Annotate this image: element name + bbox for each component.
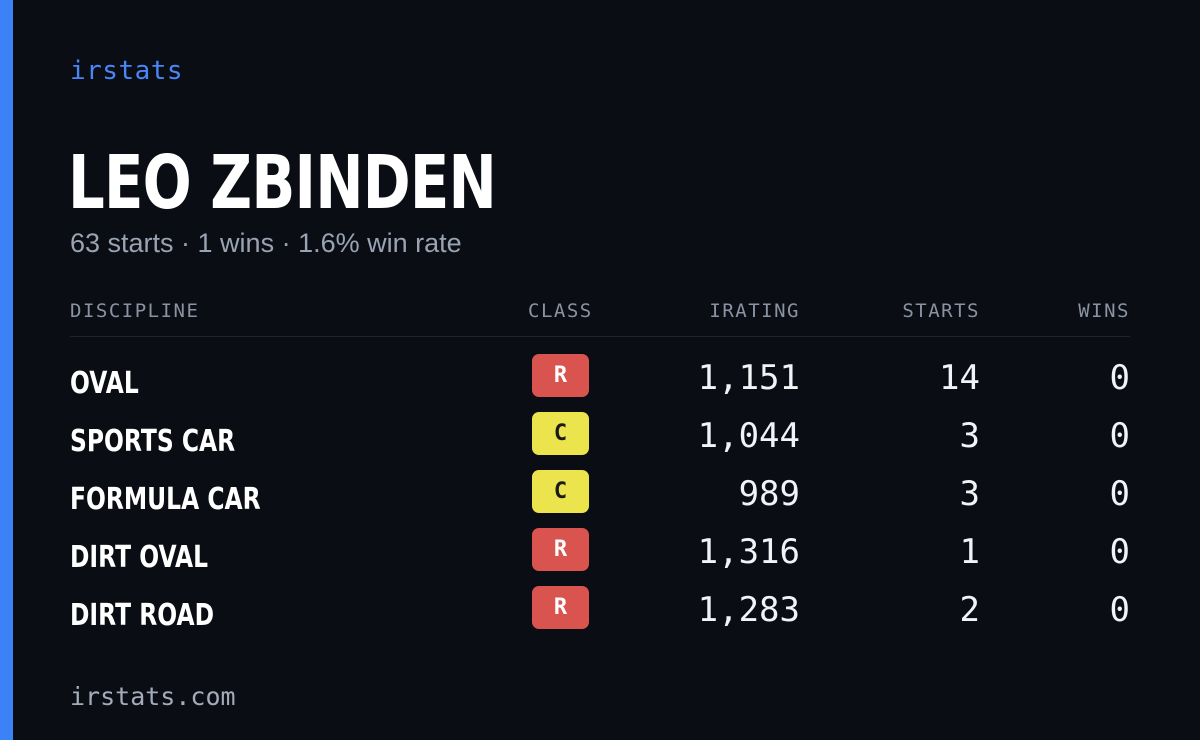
class-badge: R (532, 586, 589, 629)
irating-value: 989 (738, 474, 800, 514)
discipline-name: OVAL (70, 366, 139, 401)
footer-link[interactable]: irstats.com (70, 682, 236, 711)
discipline-name: DIRT ROAD (70, 598, 215, 633)
class-badge: C (532, 470, 589, 513)
brand-logo: irstats (70, 56, 184, 86)
table-row: DIRT OVAL R 1,316 1 0 (70, 524, 1130, 582)
header-irating: IRATING (709, 300, 800, 322)
starts-value: 3 (959, 416, 980, 456)
table-row: FORMULA CAR C 989 3 0 (70, 466, 1130, 524)
irating-value: 1,316 (697, 532, 800, 572)
table-row: SPORTS CAR C 1,044 3 0 (70, 408, 1130, 466)
header-starts: STARTS (902, 300, 980, 322)
wins-value: 0 (1109, 590, 1130, 630)
discipline-name: FORMULA CAR (70, 482, 261, 517)
class-badge: C (532, 412, 589, 455)
wins-value: 0 (1109, 474, 1130, 514)
discipline-name: DIRT OVAL (70, 540, 209, 575)
driver-summary: 63 starts · 1 wins · 1.6% win rate (70, 228, 462, 258)
table-header: DISCIPLINE CLASS IRATING STARTS WINS (70, 300, 1130, 337)
starts-value: 1 (959, 532, 980, 572)
irating-value: 1,283 (697, 590, 800, 630)
starts-value: 14 (939, 358, 980, 398)
starts-value: 3 (959, 474, 980, 514)
class-badge: R (532, 528, 589, 571)
header-class: CLASS (528, 300, 593, 322)
table-row: DIRT ROAD R 1,283 2 0 (70, 582, 1130, 640)
wins-value: 0 (1109, 358, 1130, 398)
driver-name: LEO ZBINDEN (68, 140, 497, 226)
wins-value: 0 (1109, 532, 1130, 572)
header-wins: WINS (1078, 300, 1130, 322)
irating-value: 1,151 (697, 358, 800, 398)
accent-bar (0, 0, 13, 740)
table-row: OVAL R 1,151 14 0 (70, 350, 1130, 408)
irating-value: 1,044 (697, 416, 800, 456)
class-badge: R (532, 354, 589, 397)
starts-value: 2 (959, 590, 980, 630)
discipline-name: SPORTS CAR (70, 424, 236, 459)
discipline-table: OVAL R 1,151 14 0 SPORTS CAR C 1,044 3 0… (70, 350, 1130, 640)
wins-value: 0 (1109, 416, 1130, 456)
header-discipline: DISCIPLINE (70, 300, 200, 322)
